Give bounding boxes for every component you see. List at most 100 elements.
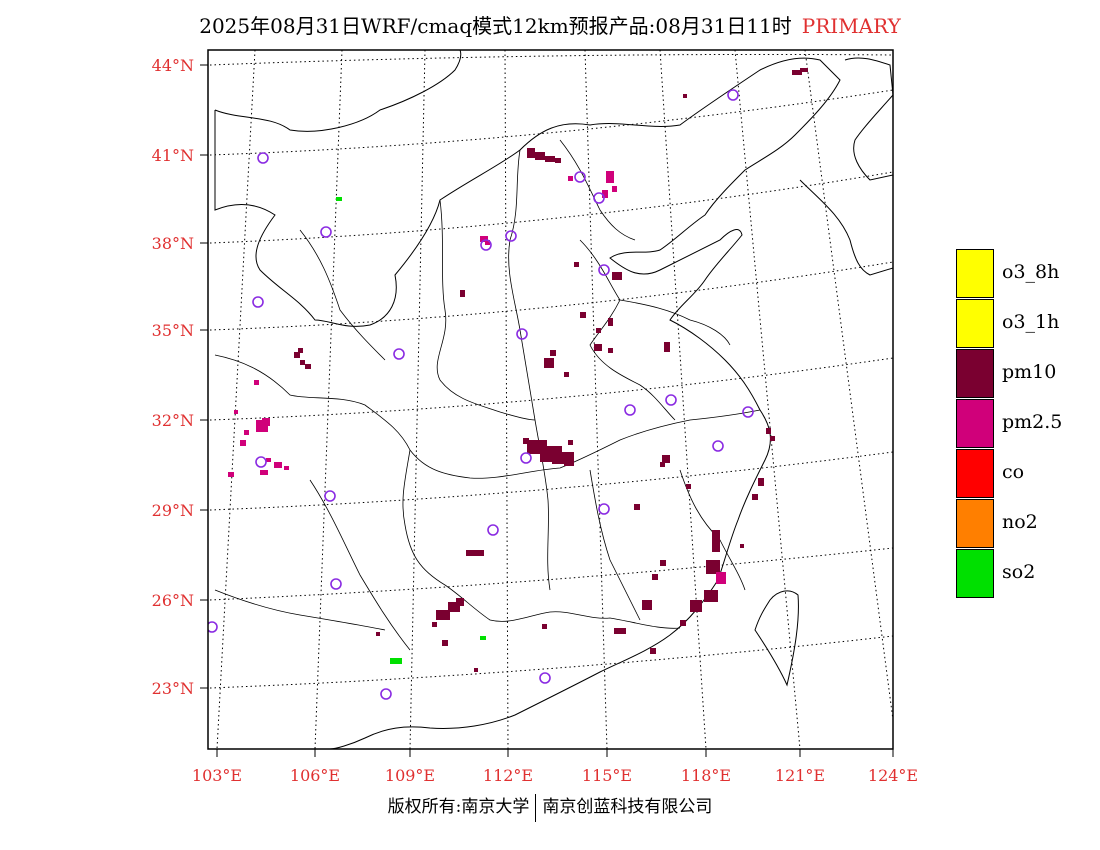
pollutant-cell bbox=[544, 358, 554, 368]
lat-label: 26°N bbox=[151, 591, 194, 610]
pollutant-cell bbox=[564, 372, 569, 377]
pollutant-cell bbox=[686, 484, 691, 489]
legend-label: o3_1h bbox=[1002, 311, 1060, 333]
pollutant-cell bbox=[800, 68, 808, 72]
lat-label: 41°N bbox=[151, 146, 194, 165]
pollutant-cell bbox=[432, 622, 437, 627]
station-marker bbox=[727, 89, 739, 101]
legend-label: so2 bbox=[1002, 561, 1036, 583]
pollutant-cell bbox=[680, 620, 686, 626]
station-marker bbox=[712, 440, 724, 452]
pollutant-cell bbox=[614, 628, 626, 634]
station-marker bbox=[320, 226, 332, 238]
pollutant-cell bbox=[612, 186, 617, 192]
legend-swatch bbox=[956, 449, 994, 498]
station-marker bbox=[393, 348, 405, 360]
lon-label: 103°E bbox=[191, 766, 243, 785]
pollutant-cell bbox=[660, 560, 666, 566]
pollutant-cell bbox=[294, 352, 300, 358]
lon-label: 115°E bbox=[581, 766, 633, 785]
legend-label: co bbox=[1002, 461, 1025, 483]
lon-label: 109°E bbox=[384, 766, 436, 785]
legend-label: pm10 bbox=[1002, 361, 1057, 383]
pollutant-cell bbox=[770, 436, 775, 441]
legend-label: o3_8h bbox=[1002, 261, 1060, 283]
pollutant-cell bbox=[758, 478, 764, 486]
lat-label: 35°N bbox=[151, 321, 194, 340]
pollutant-cell bbox=[474, 668, 478, 672]
pollutant-cell bbox=[254, 380, 259, 385]
station-marker bbox=[624, 404, 636, 416]
pollutant-cell bbox=[664, 342, 670, 352]
pollutant-cell bbox=[712, 530, 720, 552]
pollutant-cell bbox=[740, 544, 744, 548]
pollutant-cell bbox=[284, 466, 289, 470]
lat-label: 23°N bbox=[151, 679, 194, 698]
pollutant-cell bbox=[602, 190, 608, 198]
pollutant-cell bbox=[568, 440, 573, 445]
pollutant-cell bbox=[574, 262, 579, 267]
station-marker bbox=[324, 490, 336, 502]
province-borders bbox=[214, 139, 761, 651]
station-marker bbox=[593, 192, 605, 204]
pollutant-cell bbox=[716, 572, 726, 584]
copyright-left: 版权所有:南京大学 bbox=[387, 797, 530, 817]
pollutant-cell bbox=[606, 171, 614, 183]
legend-label: no2 bbox=[1002, 511, 1038, 533]
copyright-footer: 版权所有:南京大学 南京创蓝科技有限公司 bbox=[0, 792, 1100, 822]
pollutant-cell bbox=[448, 602, 460, 612]
lat-label: 38°N bbox=[151, 234, 194, 253]
pollutant-cell bbox=[305, 364, 311, 369]
pollutant-cell bbox=[564, 456, 574, 466]
pollutant-cell bbox=[650, 648, 656, 654]
pollutant-cell bbox=[240, 440, 246, 446]
lon-label: 118°E bbox=[680, 766, 732, 785]
pollutant-cell bbox=[596, 328, 601, 333]
pollutant-cell bbox=[298, 348, 303, 353]
pollutant-cell bbox=[580, 312, 586, 318]
legend-swatch bbox=[956, 299, 994, 348]
pollutant-cell bbox=[706, 560, 720, 574]
legend-swatch bbox=[956, 499, 994, 548]
station-marker bbox=[252, 296, 264, 308]
pollutant-cell bbox=[662, 455, 670, 463]
pollutant-cell bbox=[690, 600, 702, 612]
pollutant-cell bbox=[300, 360, 305, 365]
station-marker bbox=[257, 152, 269, 164]
map-title: 2025年08月31日WRF/cmaq模式12km预报产品:08月31日11时 P… bbox=[0, 10, 1100, 39]
station-marker bbox=[255, 456, 267, 468]
pollutant-cell bbox=[612, 272, 622, 280]
pollutant-cell bbox=[608, 318, 613, 326]
pollutant-cell bbox=[456, 598, 464, 606]
pollutant-cell bbox=[266, 458, 271, 462]
lat-label: 44°N bbox=[151, 56, 194, 75]
pollutant-cell bbox=[545, 156, 555, 162]
legend-swatch bbox=[956, 399, 994, 448]
pollutant-cell bbox=[442, 640, 448, 646]
station-marker bbox=[574, 171, 586, 183]
station-marker bbox=[598, 264, 610, 276]
pollutant-cell bbox=[642, 600, 652, 610]
footer-divider bbox=[535, 793, 537, 822]
station-marker bbox=[208, 621, 218, 633]
pollutant-cell bbox=[660, 462, 665, 467]
pollutant-cell bbox=[234, 410, 238, 414]
lat-label: 32°N bbox=[151, 411, 194, 430]
pollutant-cell bbox=[262, 418, 270, 426]
lon-label: 121°E bbox=[774, 766, 826, 785]
station-marker bbox=[598, 503, 610, 515]
pollutant-cell bbox=[460, 290, 465, 297]
pollutant-cell bbox=[274, 462, 282, 468]
station-marker bbox=[505, 230, 517, 242]
pollutant-cell bbox=[568, 176, 573, 181]
lon-label: 106°E bbox=[289, 766, 341, 785]
axis-ticks bbox=[200, 64, 894, 757]
station-marker bbox=[516, 328, 528, 340]
pollutant-cell bbox=[523, 438, 529, 444]
lon-label: 124°E bbox=[867, 766, 919, 785]
station-marker bbox=[380, 688, 392, 700]
pollutant-cell bbox=[466, 550, 484, 556]
pollutant-cell bbox=[436, 610, 450, 620]
station-markers bbox=[208, 89, 754, 700]
